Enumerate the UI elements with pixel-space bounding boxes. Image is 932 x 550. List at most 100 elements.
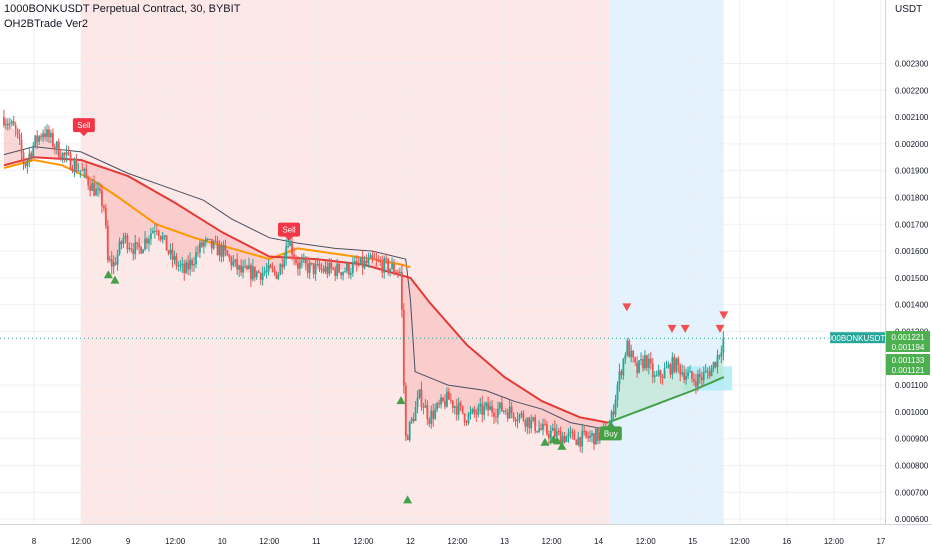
x-tick-label: 17 [876,537,885,546]
candle-body [514,418,517,422]
x-tick-label: 12:00 [824,537,845,546]
candle-body [673,357,676,372]
candle-body [408,421,411,441]
price-tag-text: 0.001121 [892,366,925,375]
candle-body [81,170,84,172]
candle-body [632,350,635,358]
candle-body [197,252,199,254]
candle-body [475,413,478,415]
y-tick-label: 0.002000 [895,140,929,149]
candle-body [104,208,107,226]
candle-body [318,263,321,269]
cloud-fill [3,117,723,439]
candle-body [108,259,111,261]
candle-body [395,272,397,274]
candle-body [226,250,229,256]
y-tick-label: 0.002200 [895,86,929,95]
candle-body [681,372,684,375]
candle-body [83,168,86,171]
candle-body [132,249,135,254]
candle-body [493,412,495,417]
candle-body [200,242,203,247]
candle-body [557,431,560,433]
candle-body [173,256,176,260]
candle-body [442,397,444,401]
candle-body [55,141,58,148]
candle-body [116,254,119,265]
green-line [607,376,725,424]
x-tick-label: 10 [218,537,227,546]
candle-body [95,189,97,196]
candle-body [120,241,123,244]
candle-body [20,139,23,153]
candle-body [234,259,237,262]
x-tick-label: 16 [782,537,791,546]
down-arrow [622,303,632,312]
candle-body [451,400,454,408]
candle-body [30,153,33,158]
candle-body [222,245,225,257]
price-tag-text: 0.001221 [891,333,925,342]
candle-body [51,133,54,147]
x-tick-label: 12:00 [542,537,563,546]
candle-body [398,271,401,273]
sell-signal: Sell [72,118,95,137]
bullish-region [609,0,724,524]
candle-body [351,263,354,273]
price-label-tag: 0.001121 [886,364,930,375]
candle-body [48,129,50,138]
y-tick-label: 0.000600 [895,515,929,524]
candle-body [169,249,172,254]
y-tick-label: 0.001800 [895,194,929,203]
candle-body [520,413,523,415]
candle-body [385,258,388,260]
candle-body [85,168,88,178]
candle-body [32,145,35,158]
candle-body [363,260,366,268]
down-arrow [667,324,677,333]
candle-body [179,265,182,267]
candle-body [691,371,693,379]
candle-body [702,372,705,381]
candle-body [130,248,133,250]
candle-body [510,406,513,414]
signal-labels: Sell Sell Buy [72,118,622,441]
candle-body [36,135,39,142]
x-tick-label: 13 [500,537,509,546]
candle-body [477,406,480,415]
x-tick-label: 14 [594,537,603,546]
price-tag-text: 0.001194 [892,343,925,352]
candle-body [487,402,490,411]
candle-body [304,258,307,264]
candle-body [693,378,695,382]
candle-body [553,428,556,437]
candle-body [199,242,201,253]
x-tick-label: 9 [126,537,131,546]
symbol-tag: 1000BONKUSDT.P [823,332,892,344]
candle-body [334,268,337,276]
candle-body [577,437,580,445]
x-tick-label: 12:00 [165,537,186,546]
candle-body [720,352,723,357]
price-tags: 1000BONKUSDT.P0.0012750.0012210.0011940.… [823,331,930,375]
candle-body [259,272,262,280]
candle-body [485,402,488,407]
candle-body [459,402,462,406]
candle-body [712,362,715,369]
candle-body [285,246,288,260]
price-tag-text: 1000BONKUSDT.P [823,334,892,343]
candle-body [4,124,7,126]
candle-body [512,413,515,419]
candle-body [695,381,697,387]
candle-body [389,268,391,272]
signal-label: Buy [604,429,618,438]
candle-body [489,406,491,411]
price-tag-bg [886,341,930,352]
candle-body [342,271,344,276]
candle-body [698,373,701,378]
candle-body [349,272,352,275]
candle-body [404,385,407,437]
candle-body [142,249,144,254]
up-arrow [403,495,413,504]
